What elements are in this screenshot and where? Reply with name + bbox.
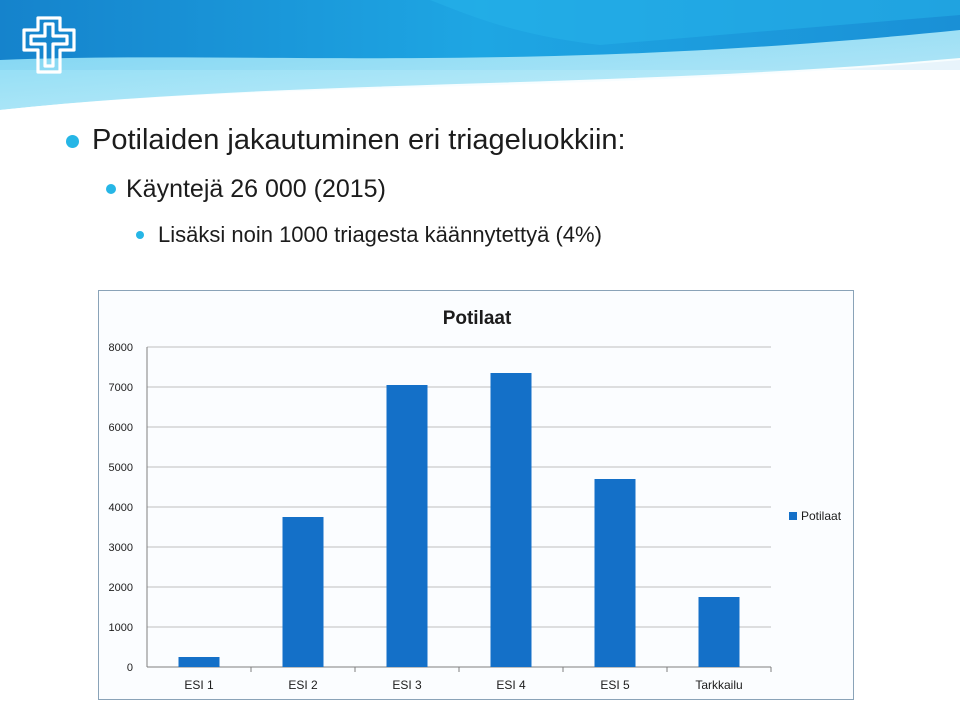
legend-label: Potilaat bbox=[801, 509, 842, 523]
y-tick-label: 0 bbox=[127, 662, 133, 674]
bullet-level-3: Lisäksi noin 1000 triagesta käännytettyä… bbox=[158, 222, 602, 247]
header-banner bbox=[0, 0, 960, 115]
bar-chart: 0 1000 2000 3000 4000 5000 6000 7000 8000 ESI 1 ES… bbox=[98, 290, 854, 700]
y-tick-label: 7000 bbox=[109, 382, 133, 394]
bullet-level-2: Käyntejä 26 000 (2015) bbox=[126, 175, 386, 203]
x-tick-label: ESI 1 bbox=[184, 678, 214, 692]
bar bbox=[178, 657, 220, 667]
bar bbox=[490, 373, 532, 667]
y-tick-label: 6000 bbox=[109, 422, 133, 434]
bar bbox=[282, 517, 324, 667]
x-tick-label: ESI 3 bbox=[392, 678, 422, 692]
chart-canvas: 0 1000 2000 3000 4000 5000 6000 7000 8000 ESI 1 ES… bbox=[109, 308, 842, 692]
x-tick-label: ESI 4 bbox=[496, 678, 526, 692]
y-tick-label: 1000 bbox=[109, 622, 133, 634]
y-tick-label: 2000 bbox=[109, 582, 133, 594]
cross-logo-icon bbox=[22, 16, 76, 74]
y-tick-label: 3000 bbox=[109, 542, 133, 554]
y-tick-label: 8000 bbox=[109, 342, 133, 354]
bar bbox=[386, 385, 428, 667]
x-tick-label: ESI 2 bbox=[288, 678, 318, 692]
y-tick-label: 5000 bbox=[109, 462, 133, 474]
y-tick-label: 4000 bbox=[109, 502, 133, 514]
bullet-level-1: Potilaiden jakautuminen eri triageluokki… bbox=[92, 124, 626, 156]
chart-title: Potilaat bbox=[443, 308, 512, 329]
bar bbox=[594, 479, 636, 667]
x-tick-label: ESI 5 bbox=[600, 678, 630, 692]
legend-swatch bbox=[789, 512, 797, 520]
x-tick-label: Tarkkailu bbox=[695, 678, 742, 692]
bar bbox=[698, 597, 740, 667]
bullet-dot-icon bbox=[106, 184, 116, 194]
bullet-dot-icon bbox=[66, 135, 79, 148]
bullet-dot-icon bbox=[136, 231, 144, 239]
